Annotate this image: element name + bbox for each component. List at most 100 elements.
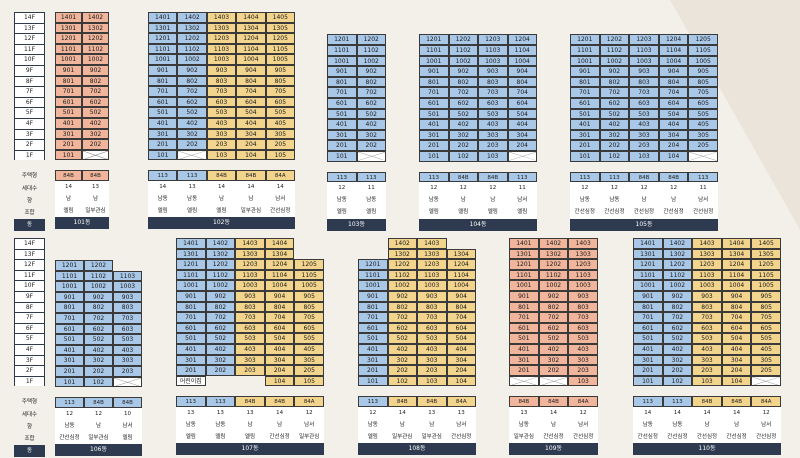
unit-cell[interactable]: 601 bbox=[509, 322, 539, 334]
unit-cell[interactable]: 302 bbox=[662, 354, 693, 366]
unit-cell[interactable]: 1105 bbox=[688, 44, 718, 56]
unit-cell[interactable]: 304 bbox=[446, 354, 476, 366]
unit-cell[interactable]: 505 bbox=[294, 333, 324, 344]
unit-cell[interactable]: 1004 bbox=[446, 280, 476, 291]
unit-cell[interactable]: 302 bbox=[538, 354, 569, 366]
unit-cell[interactable]: 203 bbox=[478, 140, 508, 151]
unit-cell[interactable]: 902 bbox=[177, 64, 207, 76]
unit-cell[interactable]: 702 bbox=[599, 87, 630, 98]
unit-cell[interactable]: 501 bbox=[358, 333, 388, 344]
unit-cell[interactable]: 404 bbox=[264, 343, 295, 355]
unit-cell[interactable]: 703 bbox=[235, 312, 265, 323]
unit-cell[interactable]: 401 bbox=[148, 117, 178, 129]
unit-cell[interactable]: 1101 bbox=[633, 269, 663, 281]
unit-cell[interactable]: 802 bbox=[84, 302, 113, 313]
unit-cell[interactable]: 701 bbox=[358, 312, 388, 323]
unit-cell[interactable]: 102 bbox=[387, 375, 417, 387]
unit-cell[interactable]: 1201 bbox=[633, 259, 663, 270]
unit-cell[interactable]: 1102 bbox=[356, 44, 386, 56]
unit-cell[interactable]: 1001 bbox=[509, 280, 539, 291]
unit-cell[interactable]: 502 bbox=[448, 108, 478, 120]
unit-cell[interactable]: 103 bbox=[629, 150, 659, 162]
unit-cell[interactable]: 301 bbox=[633, 354, 663, 366]
unit-cell[interactable]: 1303 bbox=[206, 22, 237, 34]
unit-cell[interactable]: 604 bbox=[264, 322, 295, 334]
unit-cell[interactable]: 803 bbox=[417, 301, 447, 313]
unit-cell[interactable]: 101 bbox=[148, 149, 178, 161]
unit-cell[interactable]: 901 bbox=[358, 290, 388, 302]
unit-cell[interactable]: 803 bbox=[206, 75, 237, 87]
unit-cell[interactable]: 603 bbox=[692, 322, 722, 334]
unit-cell[interactable]: 104 bbox=[446, 375, 476, 387]
unit-cell[interactable]: 601 bbox=[55, 323, 84, 335]
unit-cell[interactable]: 202 bbox=[205, 365, 236, 376]
unit-cell[interactable]: 301 bbox=[509, 354, 539, 366]
unit-cell[interactable]: 703 bbox=[568, 312, 598, 323]
unit-cell[interactable]: 903 bbox=[692, 290, 722, 302]
unit-cell[interactable]: 302 bbox=[177, 128, 207, 140]
unit-cell[interactable]: 1301 bbox=[176, 248, 206, 260]
unit-cell[interactable]: 203 bbox=[629, 140, 659, 151]
unit-cell[interactable]: 403 bbox=[478, 119, 508, 130]
unit-cell[interactable]: 304 bbox=[264, 354, 295, 366]
unit-cell[interactable]: 201 bbox=[358, 365, 388, 376]
unit-cell[interactable]: 1103 bbox=[478, 44, 508, 56]
unit-cell[interactable]: 401 bbox=[55, 344, 84, 356]
unit-cell[interactable]: 1002 bbox=[387, 280, 417, 291]
unit-cell[interactable]: 1202 bbox=[84, 260, 113, 271]
unit-cell[interactable]: 504 bbox=[446, 333, 476, 344]
unit-cell[interactable]: 304 bbox=[236, 128, 266, 140]
unit-cell[interactable]: 1104 bbox=[658, 44, 689, 56]
unit-cell[interactable]: 어린이집 bbox=[176, 375, 206, 387]
unit-cell[interactable]: 402 bbox=[84, 344, 113, 356]
unit-cell[interactable]: 1001 bbox=[55, 54, 82, 65]
unit-cell[interactable]: 201 bbox=[419, 140, 449, 151]
unit-cell[interactable]: 1304 bbox=[236, 22, 266, 34]
unit-cell[interactable]: 801 bbox=[419, 76, 449, 88]
unit-cell[interactable]: 802 bbox=[448, 76, 478, 88]
unit-cell[interactable]: 1402 bbox=[538, 238, 569, 249]
unit-cell[interactable]: 801 bbox=[55, 75, 82, 87]
unit-cell[interactable]: 605 bbox=[751, 322, 781, 334]
unit-cell[interactable]: 205 bbox=[294, 365, 324, 376]
unit-cell[interactable]: 601 bbox=[570, 97, 600, 109]
unit-cell[interactable]: 402 bbox=[538, 343, 569, 355]
unit-cell[interactable]: 502 bbox=[538, 333, 569, 344]
unit-cell[interactable]: 901 bbox=[633, 290, 663, 302]
unit-cell[interactable]: 1202 bbox=[448, 34, 478, 45]
unit-cell[interactable]: 1301 bbox=[148, 22, 178, 34]
unit-cell[interactable]: 702 bbox=[84, 312, 113, 324]
unit-cell[interactable]: 403 bbox=[206, 117, 237, 129]
unit-cell[interactable]: 301 bbox=[55, 128, 82, 140]
unit-cell[interactable]: 801 bbox=[148, 75, 178, 87]
unit-cell[interactable]: 203 bbox=[206, 139, 237, 150]
unit-cell[interactable]: 502 bbox=[205, 333, 236, 344]
unit-cell[interactable]: 702 bbox=[205, 312, 236, 323]
unit-cell[interactable]: 503 bbox=[692, 333, 722, 344]
unit-cell[interactable]: 601 bbox=[419, 97, 449, 109]
unit-cell[interactable]: 1003 bbox=[629, 55, 659, 67]
unit-cell[interactable]: 202 bbox=[387, 365, 417, 376]
unit-cell[interactable]: 1402 bbox=[205, 238, 236, 249]
unit-cell[interactable]: 505 bbox=[265, 107, 295, 118]
unit-cell[interactable]: 902 bbox=[82, 64, 109, 76]
unit-cell[interactable]: 403 bbox=[417, 343, 447, 355]
unit-cell[interactable]: 802 bbox=[387, 301, 417, 313]
unit-cell[interactable]: 202 bbox=[84, 365, 113, 377]
unit-cell[interactable]: 1101 bbox=[148, 43, 178, 55]
unit-cell[interactable]: 1201 bbox=[327, 34, 357, 45]
unit-cell[interactable]: 803 bbox=[692, 301, 722, 313]
unit-cell[interactable]: 1302 bbox=[387, 248, 417, 260]
unit-cell[interactable]: 404 bbox=[658, 119, 689, 130]
unit-cell[interactable]: 501 bbox=[327, 108, 357, 120]
unit-cell[interactable]: 104 bbox=[658, 150, 689, 162]
unit-cell[interactable]: 303 bbox=[568, 354, 598, 366]
unit-cell[interactable]: 801 bbox=[509, 301, 539, 313]
unit-cell[interactable]: 402 bbox=[82, 117, 109, 129]
unit-cell[interactable]: 504 bbox=[721, 333, 752, 344]
unit-cell[interactable]: 302 bbox=[82, 128, 109, 140]
unit-cell[interactable]: 201 bbox=[176, 365, 206, 376]
unit-cell[interactable]: 1401 bbox=[55, 12, 82, 23]
unit-cell[interactable]: 702 bbox=[538, 312, 569, 323]
unit-cell[interactable]: 904 bbox=[721, 290, 752, 302]
